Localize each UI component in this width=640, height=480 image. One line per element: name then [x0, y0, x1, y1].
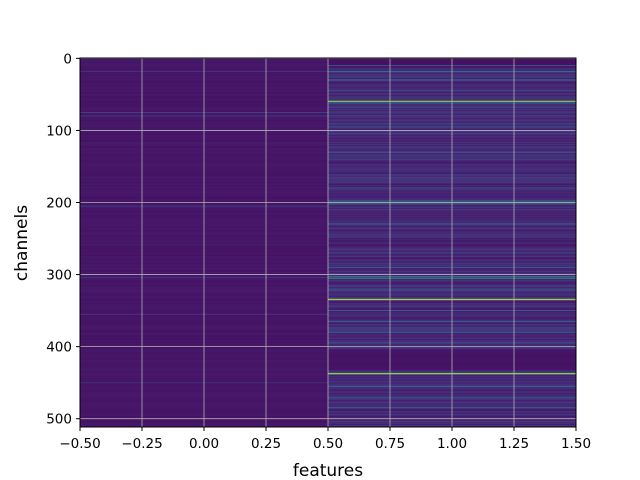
y-axis-ticks: 0 100 200 300 400 500 [46, 51, 80, 428]
x-tick-label: 1.50 [561, 436, 591, 452]
x-tick-label: 0.25 [251, 436, 281, 452]
x-axis-label: features [293, 461, 363, 480]
x-tick-label: −0.25 [121, 436, 162, 452]
y-tick-label: 100 [46, 123, 72, 139]
x-axis-ticks: −0.50 −0.25 0.00 0.25 0.50 0.75 1.00 1.25 1.50 [59, 427, 591, 452]
y-tick-label: 500 [46, 412, 72, 428]
x-tick-label: 1.00 [437, 436, 467, 452]
y-tick-label: 300 [46, 268, 72, 284]
y-tick-label: 200 [46, 196, 72, 212]
x-tick-label: 0.00 [189, 436, 219, 452]
x-tick-label: 0.75 [375, 436, 405, 452]
x-tick-label: −0.50 [59, 436, 100, 452]
y-tick-label: 400 [46, 340, 72, 356]
x-tick-label: 1.25 [499, 436, 529, 452]
y-axis-label: channels [12, 205, 32, 281]
y-tick-label: 0 [63, 51, 72, 67]
x-tick-label: 0.50 [313, 436, 343, 452]
